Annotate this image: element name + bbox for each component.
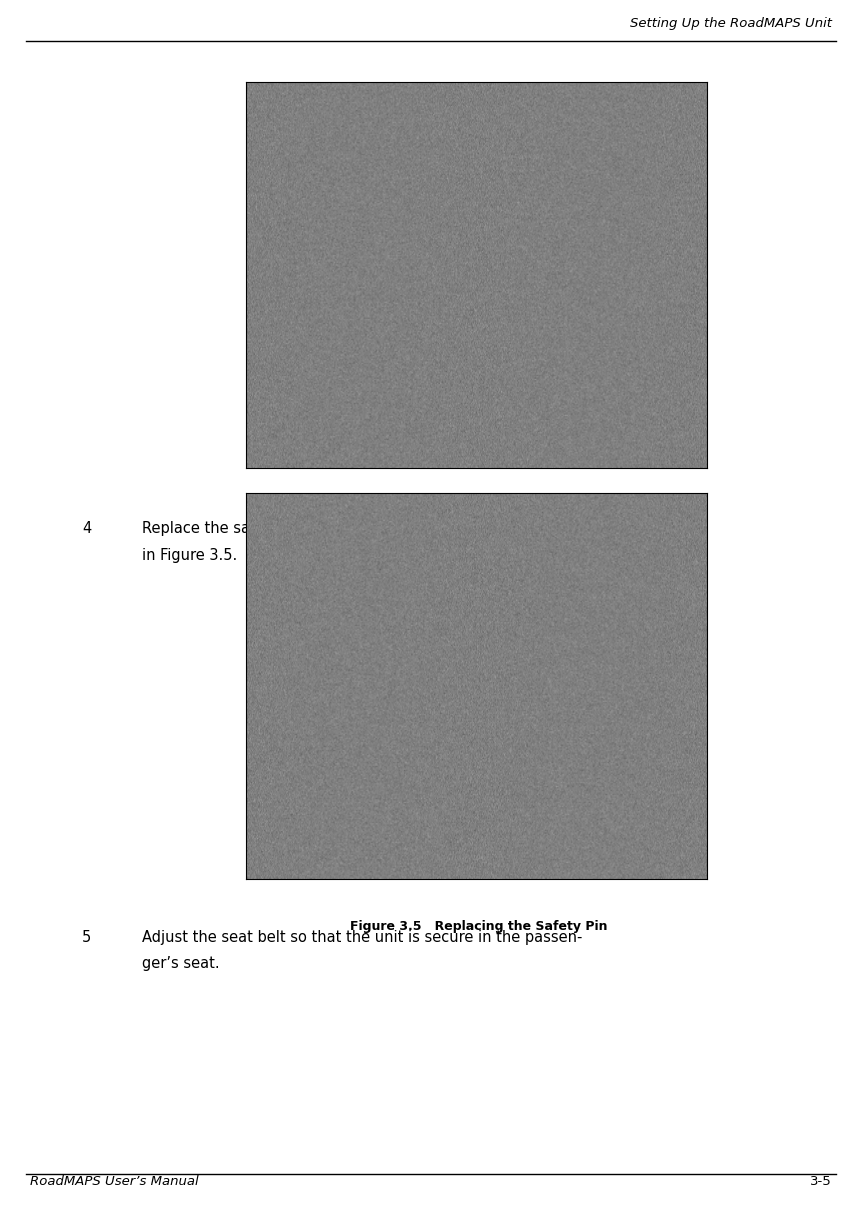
Text: 5: 5 [82, 930, 91, 944]
Text: Figure 3.4   Placing Seatbelt in Retention Loop: Figure 3.4 Placing Seatbelt in Retention… [314, 511, 641, 525]
Text: Figure 3.5   Replacing the Safety Pin: Figure 3.5 Replacing the Safety Pin [350, 920, 606, 933]
Text: 4: 4 [82, 521, 91, 536]
Text: Replace the safety pin in the seatbelt retention loop, as shown: Replace the safety pin in the seatbelt r… [142, 521, 602, 536]
Text: Setting Up the RoadMAPS Unit: Setting Up the RoadMAPS Unit [629, 17, 831, 29]
Text: 3-5: 3-5 [809, 1176, 831, 1188]
Text: RoadMAPS User’s Manual: RoadMAPS User’s Manual [30, 1176, 199, 1188]
Text: Adjust the seat belt so that the unit is secure in the passen-: Adjust the seat belt so that the unit is… [142, 930, 582, 944]
Text: ger’s seat.: ger’s seat. [142, 956, 220, 971]
Text: in Figure 3.5.: in Figure 3.5. [142, 548, 237, 562]
